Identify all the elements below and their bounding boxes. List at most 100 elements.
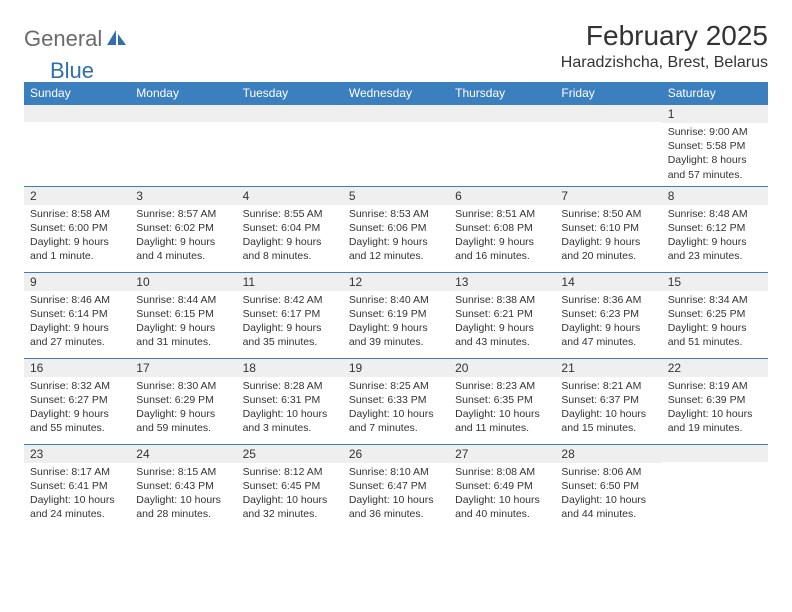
day-number: 7 xyxy=(555,187,661,205)
calendar-page: General February 2025 Haradzishcha, Bres… xyxy=(0,0,792,550)
daylight-text: Daylight: 9 hours and 51 minutes. xyxy=(668,321,762,349)
sunrise-text: Sunrise: 8:51 AM xyxy=(455,207,549,221)
day-number: 17 xyxy=(130,359,236,377)
day-info: Sunrise: 8:28 AMSunset: 6:31 PMDaylight:… xyxy=(237,377,343,440)
header: General February 2025 Haradzishcha, Bres… xyxy=(24,20,768,72)
sunrise-text: Sunrise: 8:28 AM xyxy=(243,379,337,393)
day-number: 2 xyxy=(24,187,130,205)
daylight-text: Daylight: 9 hours and 27 minutes. xyxy=(30,321,124,349)
daylight-text: Daylight: 9 hours and 35 minutes. xyxy=(243,321,337,349)
day-number xyxy=(24,105,130,122)
day-number: 10 xyxy=(130,273,236,291)
daylight-text: Daylight: 9 hours and 20 minutes. xyxy=(561,235,655,263)
day-cell xyxy=(343,105,449,187)
day-info: Sunrise: 8:38 AMSunset: 6:21 PMDaylight:… xyxy=(449,291,555,354)
day-info: Sunrise: 8:08 AMSunset: 6:49 PMDaylight:… xyxy=(449,463,555,526)
day-number: 26 xyxy=(343,445,449,463)
day-cell: 17Sunrise: 8:30 AMSunset: 6:29 PMDayligh… xyxy=(130,358,236,444)
day-info: Sunrise: 8:44 AMSunset: 6:15 PMDaylight:… xyxy=(130,291,236,354)
daylight-text: Daylight: 10 hours and 36 minutes. xyxy=(349,493,443,521)
day-cell: 13Sunrise: 8:38 AMSunset: 6:21 PMDayligh… xyxy=(449,272,555,358)
brand-logo: General xyxy=(24,26,130,52)
day-cell: 15Sunrise: 8:34 AMSunset: 6:25 PMDayligh… xyxy=(662,272,768,358)
day-cell: 24Sunrise: 8:15 AMSunset: 6:43 PMDayligh… xyxy=(130,444,236,530)
brand-part2: Blue xyxy=(50,58,94,83)
day-info: Sunrise: 8:42 AMSunset: 6:17 PMDaylight:… xyxy=(237,291,343,354)
sunset-text: Sunset: 6:41 PM xyxy=(30,479,124,493)
day-number: 5 xyxy=(343,187,449,205)
sunrise-text: Sunrise: 8:58 AM xyxy=(30,207,124,221)
sunset-text: Sunset: 6:15 PM xyxy=(136,307,230,321)
day-cell xyxy=(555,105,661,187)
day-cell: 21Sunrise: 8:21 AMSunset: 6:37 PMDayligh… xyxy=(555,358,661,444)
dayhdr-sun: Sunday xyxy=(24,82,130,105)
day-cell xyxy=(237,105,343,187)
sunset-text: Sunset: 6:02 PM xyxy=(136,221,230,235)
sunset-text: Sunset: 6:10 PM xyxy=(561,221,655,235)
day-number: 19 xyxy=(343,359,449,377)
day-info: Sunrise: 8:48 AMSunset: 6:12 PMDaylight:… xyxy=(662,205,768,268)
daylight-text: Daylight: 9 hours and 55 minutes. xyxy=(30,407,124,435)
sunset-text: Sunset: 6:14 PM xyxy=(30,307,124,321)
sunrise-text: Sunrise: 8:17 AM xyxy=(30,465,124,479)
day-number: 1 xyxy=(662,105,768,123)
day-cell: 14Sunrise: 8:36 AMSunset: 6:23 PMDayligh… xyxy=(555,272,661,358)
day-number xyxy=(343,105,449,122)
sunset-text: Sunset: 6:35 PM xyxy=(455,393,549,407)
sunset-text: Sunset: 6:50 PM xyxy=(561,479,655,493)
daylight-text: Daylight: 9 hours and 8 minutes. xyxy=(243,235,337,263)
day-number: 21 xyxy=(555,359,661,377)
day-cell: 20Sunrise: 8:23 AMSunset: 6:35 PMDayligh… xyxy=(449,358,555,444)
day-info: Sunrise: 8:57 AMSunset: 6:02 PMDaylight:… xyxy=(130,205,236,268)
daylight-text: Daylight: 10 hours and 15 minutes. xyxy=(561,407,655,435)
sunset-text: Sunset: 6:49 PM xyxy=(455,479,549,493)
day-number: 9 xyxy=(24,273,130,291)
sunset-text: Sunset: 6:21 PM xyxy=(455,307,549,321)
day-number: 14 xyxy=(555,273,661,291)
sunset-text: Sunset: 6:04 PM xyxy=(243,221,337,235)
sunset-text: Sunset: 6:23 PM xyxy=(561,307,655,321)
day-info: Sunrise: 8:40 AMSunset: 6:19 PMDaylight:… xyxy=(343,291,449,354)
day-number: 23 xyxy=(24,445,130,463)
day-info: Sunrise: 8:36 AMSunset: 6:23 PMDaylight:… xyxy=(555,291,661,354)
day-cell: 12Sunrise: 8:40 AMSunset: 6:19 PMDayligh… xyxy=(343,272,449,358)
day-number: 25 xyxy=(237,445,343,463)
daylight-text: Daylight: 9 hours and 1 minute. xyxy=(30,235,124,263)
day-cell xyxy=(662,444,768,530)
day-info: Sunrise: 8:30 AMSunset: 6:29 PMDaylight:… xyxy=(130,377,236,440)
sunrise-text: Sunrise: 8:53 AM xyxy=(349,207,443,221)
day-info: Sunrise: 8:19 AMSunset: 6:39 PMDaylight:… xyxy=(662,377,768,440)
sunrise-text: Sunrise: 9:00 AM xyxy=(668,125,762,139)
day-cell: 28Sunrise: 8:06 AMSunset: 6:50 PMDayligh… xyxy=(555,444,661,530)
daylight-text: Daylight: 9 hours and 43 minutes. xyxy=(455,321,549,349)
sunset-text: Sunset: 6:29 PM xyxy=(136,393,230,407)
sunset-text: Sunset: 6:37 PM xyxy=(561,393,655,407)
day-number: 22 xyxy=(662,359,768,377)
day-info: Sunrise: 8:32 AMSunset: 6:27 PMDaylight:… xyxy=(24,377,130,440)
sunrise-text: Sunrise: 8:12 AM xyxy=(243,465,337,479)
day-info: Sunrise: 8:53 AMSunset: 6:06 PMDaylight:… xyxy=(343,205,449,268)
day-cell: 23Sunrise: 8:17 AMSunset: 6:41 PMDayligh… xyxy=(24,444,130,530)
day-cell: 10Sunrise: 8:44 AMSunset: 6:15 PMDayligh… xyxy=(130,272,236,358)
dayhdr-tue: Tuesday xyxy=(237,82,343,105)
day-info: Sunrise: 8:46 AMSunset: 6:14 PMDaylight:… xyxy=(24,291,130,354)
sunset-text: Sunset: 6:19 PM xyxy=(349,307,443,321)
day-number xyxy=(555,105,661,122)
day-info: Sunrise: 8:15 AMSunset: 6:43 PMDaylight:… xyxy=(130,463,236,526)
day-info: Sunrise: 8:17 AMSunset: 6:41 PMDaylight:… xyxy=(24,463,130,526)
sunrise-text: Sunrise: 8:44 AM xyxy=(136,293,230,307)
day-number: 4 xyxy=(237,187,343,205)
day-cell: 18Sunrise: 8:28 AMSunset: 6:31 PMDayligh… xyxy=(237,358,343,444)
day-number: 20 xyxy=(449,359,555,377)
day-number: 13 xyxy=(449,273,555,291)
day-cell: 9Sunrise: 8:46 AMSunset: 6:14 PMDaylight… xyxy=(24,272,130,358)
daylight-text: Daylight: 9 hours and 16 minutes. xyxy=(455,235,549,263)
day-cell: 6Sunrise: 8:51 AMSunset: 6:08 PMDaylight… xyxy=(449,186,555,272)
sunrise-text: Sunrise: 8:06 AM xyxy=(561,465,655,479)
day-cell: 3Sunrise: 8:57 AMSunset: 6:02 PMDaylight… xyxy=(130,186,236,272)
day-number: 28 xyxy=(555,445,661,463)
week-row: 2Sunrise: 8:58 AMSunset: 6:00 PMDaylight… xyxy=(24,186,768,272)
day-number xyxy=(449,105,555,122)
daylight-text: Daylight: 9 hours and 12 minutes. xyxy=(349,235,443,263)
daylight-text: Daylight: 10 hours and 24 minutes. xyxy=(30,493,124,521)
